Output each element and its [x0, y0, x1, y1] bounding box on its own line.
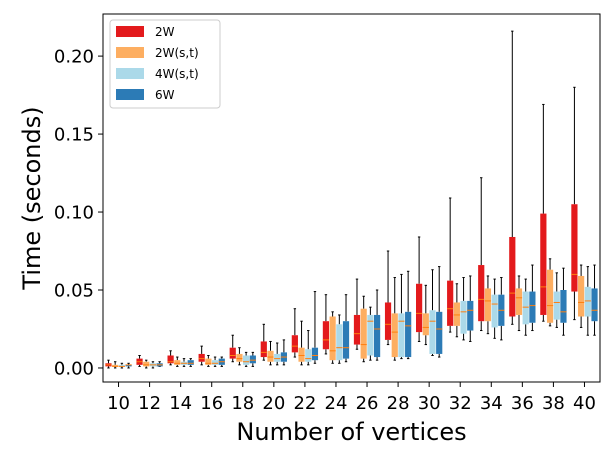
box	[391, 313, 398, 358]
box	[491, 294, 498, 328]
y-axis: 0.00 0.05 0.10 0.15 0.20	[54, 47, 103, 379]
box	[584, 286, 591, 317]
x-tick-label: 38	[542, 393, 565, 414]
series-2W	[105, 30, 578, 369]
box	[398, 313, 405, 358]
box	[447, 280, 454, 326]
legend: 2W 2W(s,t) 4W(s,t) 6W	[109, 19, 221, 109]
box	[373, 314, 381, 358]
series-2W(s,t)	[112, 258, 585, 369]
x-tick-label: 14	[169, 393, 192, 414]
box	[453, 302, 460, 326]
box	[305, 349, 312, 362]
y-tick-label: 0.15	[54, 125, 94, 146]
series-6W	[125, 264, 598, 369]
box	[360, 308, 367, 359]
box	[578, 275, 585, 317]
x-axis: 10 12 14 16 18 20 22 24 26 28 30 32 34 36 38 40	[107, 382, 596, 414]
x-tick-label: 10	[107, 393, 130, 414]
x-tick-label: 12	[138, 393, 161, 414]
box	[187, 360, 194, 365]
x-tick-label: 20	[262, 393, 285, 414]
legend-swatch	[116, 89, 144, 100]
box	[546, 269, 554, 323]
box	[416, 283, 423, 333]
x-tick-label: 28	[387, 393, 410, 414]
x-tick-label: 22	[293, 393, 316, 414]
box	[422, 313, 429, 336]
box	[298, 347, 305, 362]
box	[367, 314, 374, 356]
box	[353, 314, 361, 345]
legend-label: 6W	[155, 88, 175, 102]
legend-swatch	[116, 68, 144, 79]
box	[384, 302, 392, 340]
box	[143, 361, 150, 367]
box	[460, 300, 467, 334]
x-tick-label: 16	[200, 393, 223, 414]
y-tick-label: 0.05	[54, 281, 94, 302]
x-tick-label: 34	[480, 393, 503, 414]
box	[509, 236, 516, 317]
box	[167, 355, 174, 364]
box	[436, 311, 443, 354]
box	[125, 364, 132, 367]
box	[342, 321, 350, 359]
box	[236, 353, 243, 362]
box	[478, 265, 485, 322]
box	[118, 364, 125, 367]
box	[205, 358, 212, 365]
box	[540, 213, 547, 315]
y-tick-label: 0.20	[54, 47, 94, 68]
x-tick-label: 26	[356, 393, 379, 414]
box	[429, 310, 436, 354]
box	[484, 288, 492, 322]
box	[267, 350, 274, 362]
box	[515, 288, 523, 315]
box	[329, 316, 336, 361]
plot-frame	[102, 13, 601, 383]
box	[311, 347, 319, 361]
y-tick-label: 0.10	[54, 203, 94, 224]
y-axis-title: Time (seconds)	[18, 106, 46, 290]
legend-swatch	[116, 26, 144, 37]
x-tick-label: 40	[573, 393, 596, 414]
x-tick-label: 24	[325, 393, 348, 414]
box	[174, 360, 181, 365]
box	[229, 347, 236, 359]
box	[291, 335, 298, 353]
box	[260, 341, 267, 358]
x-axis-title: Number of vertices	[236, 418, 466, 446]
box	[336, 324, 343, 361]
box	[274, 353, 281, 362]
box	[467, 300, 474, 331]
box	[591, 288, 598, 322]
legend-label: 2W(s,t)	[155, 46, 199, 60]
legend-frame	[109, 19, 221, 109]
x-tick-label: 30	[418, 393, 441, 414]
box	[522, 291, 529, 325]
series-4W(s,t)	[118, 266, 591, 369]
legend-label: 4W(s,t)	[155, 67, 199, 81]
box	[243, 355, 250, 365]
x-tick-label: 32	[449, 393, 472, 414]
box-series-layer	[105, 30, 598, 369]
legend-label: 2W	[155, 25, 175, 39]
box	[198, 353, 205, 362]
box	[560, 290, 567, 323]
box	[322, 321, 330, 350]
y-tick-label: 0.00	[54, 358, 94, 379]
box	[529, 291, 536, 323]
box	[405, 311, 412, 358]
x-tick-label: 18	[231, 393, 254, 414]
legend-swatch	[116, 47, 144, 58]
box	[553, 291, 560, 320]
box	[112, 364, 119, 367]
box	[249, 355, 256, 364]
box	[211, 360, 219, 365]
box	[571, 204, 578, 292]
x-tick-label: 36	[511, 393, 534, 414]
